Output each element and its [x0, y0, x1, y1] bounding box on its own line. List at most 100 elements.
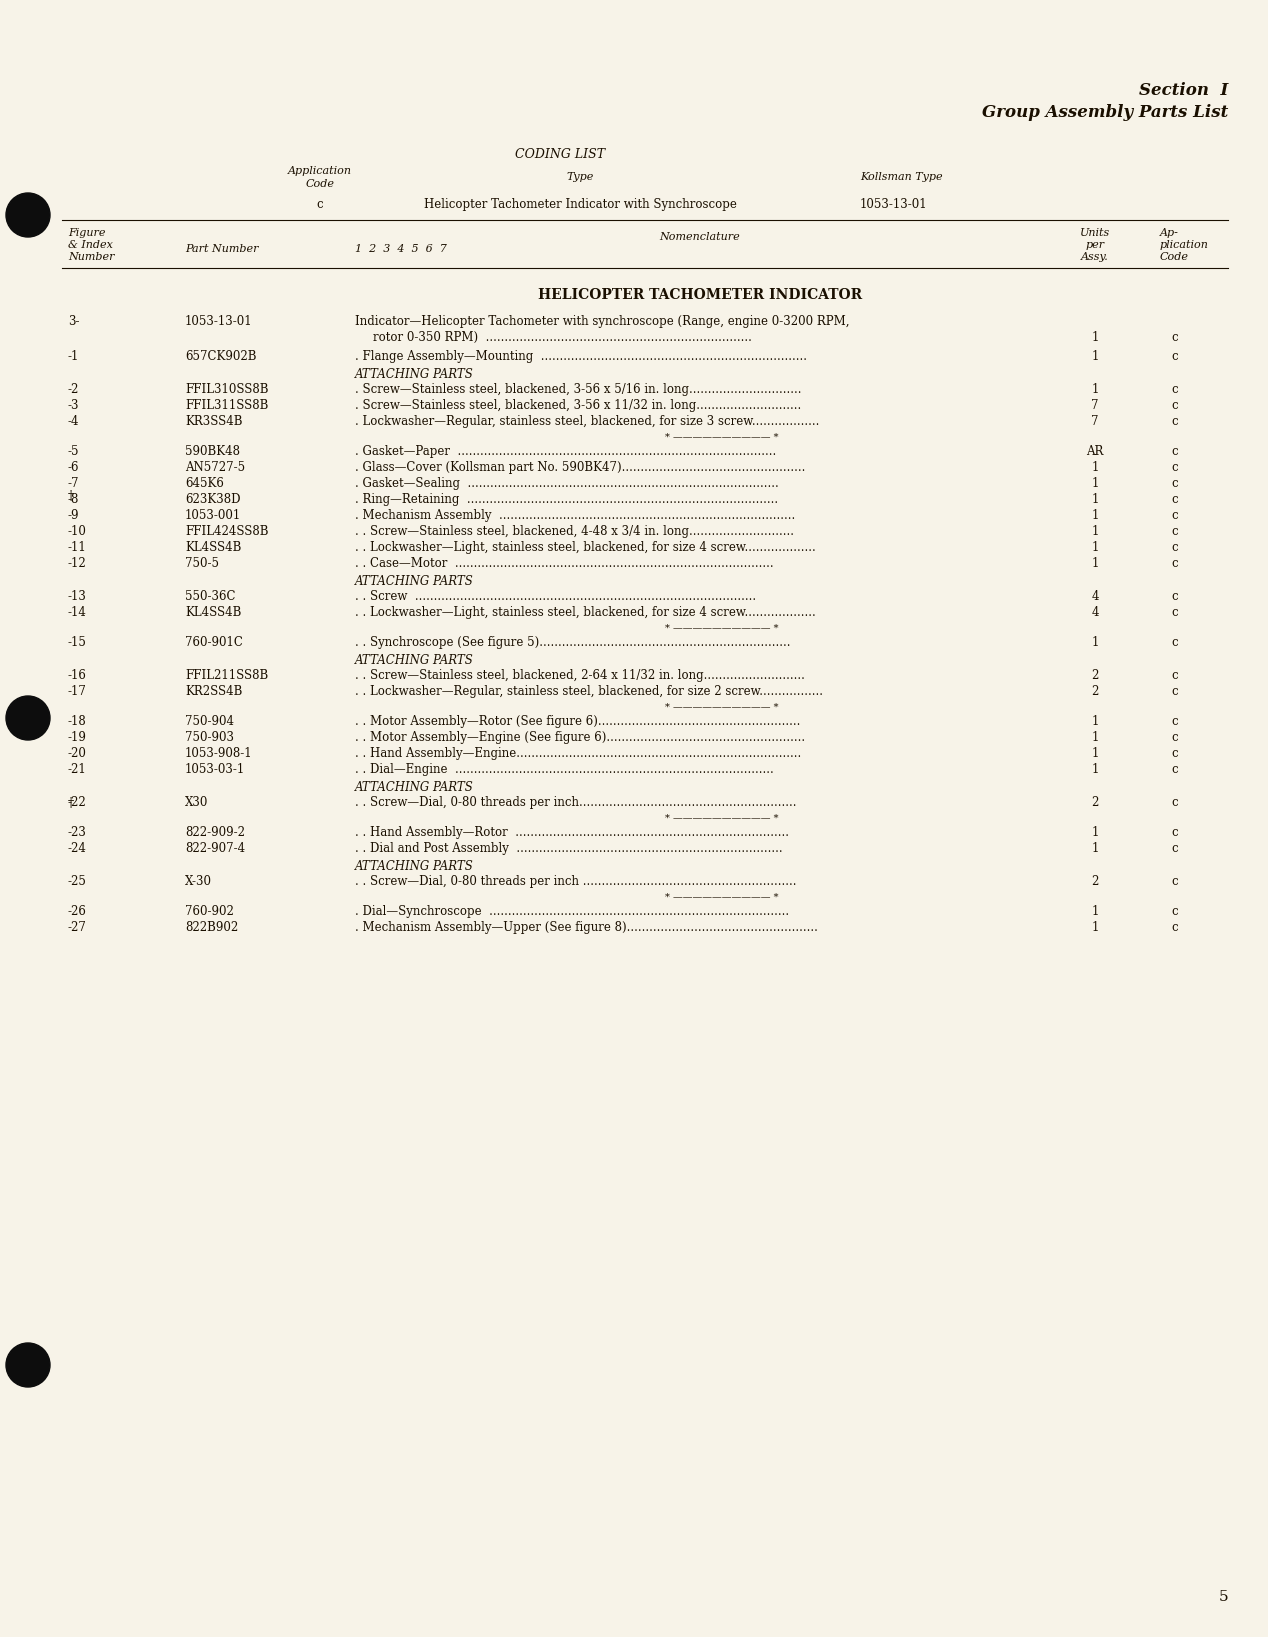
Text: 760-901C: 760-901C	[185, 637, 243, 648]
Text: . . Screw—Dial, 0-80 threads per inch ..........................................: . . Screw—Dial, 0-80 threads per inch ..…	[355, 876, 796, 887]
Text: 822-907-4: 822-907-4	[185, 841, 245, 855]
Text: 1: 1	[1092, 557, 1098, 570]
Text: -23: -23	[68, 827, 87, 840]
Text: . . Lockwasher—Light, stainless steel, blackened, for size 4 screw..............: . . Lockwasher—Light, stainless steel, b…	[355, 606, 815, 619]
Text: 1: 1	[1092, 637, 1098, 648]
Text: c: c	[1172, 746, 1178, 760]
Text: ATTACHING PARTS: ATTACHING PARTS	[355, 575, 474, 588]
Text: c: c	[1172, 876, 1178, 887]
Text: . Gasket—Sealing  ..............................................................: . Gasket—Sealing .......................…	[355, 476, 779, 489]
Text: . . Motor Assembly—Engine (See figure 6)........................................: . . Motor Assembly—Engine (See figure 6)…	[355, 732, 805, 743]
Text: 1: 1	[1092, 841, 1098, 855]
Text: 550-36C: 550-36C	[185, 589, 236, 602]
Text: rotor 0-350 RPM)  ..............................................................: rotor 0-350 RPM) .......................…	[373, 331, 752, 344]
Text: c: c	[1172, 670, 1178, 683]
Text: . . Screw  .....................................................................: . . Screw ..............................…	[355, 589, 756, 602]
Text: . Screw—Stainless steel, blackened, 3-56 x 5/16 in. long........................: . Screw—Stainless steel, blackened, 3-56…	[355, 383, 801, 396]
Text: . . Hand Assembly—Engine........................................................: . . Hand Assembly—Engine................…	[355, 746, 801, 760]
Circle shape	[6, 696, 49, 740]
Text: Kollsman Type: Kollsman Type	[860, 172, 942, 182]
Text: c: c	[1172, 796, 1178, 809]
Text: 750-903: 750-903	[185, 732, 235, 743]
Text: c: c	[1172, 399, 1178, 413]
Text: ATTACHING PARTS: ATTACHING PARTS	[355, 781, 474, 794]
Text: 1053-03-1: 1053-03-1	[185, 763, 245, 776]
Text: c: c	[1172, 732, 1178, 743]
Text: -20: -20	[68, 746, 87, 760]
Text: 750-904: 750-904	[185, 715, 235, 728]
Text: . . Motor Assembly—Rotor (See figure 6).........................................: . . Motor Assembly—Rotor (See figure 6).…	[355, 715, 800, 728]
Text: 1: 1	[1092, 331, 1098, 344]
Text: . Flange Assembly—Mounting  ....................................................: . Flange Assembly—Mounting .............…	[355, 350, 806, 363]
Text: -13: -13	[68, 589, 87, 602]
Text: . . Case—Motor  ................................................................: . . Case—Motor .........................…	[355, 557, 773, 570]
Text: HELICOPTER TACHOMETER INDICATOR: HELICOPTER TACHOMETER INDICATOR	[538, 288, 862, 301]
Circle shape	[6, 193, 49, 237]
Text: Number: Number	[68, 252, 114, 262]
Text: c: c	[1172, 715, 1178, 728]
Text: -4: -4	[68, 416, 80, 427]
Text: †: †	[68, 489, 74, 503]
Text: KR3SS4B: KR3SS4B	[185, 416, 242, 427]
Text: -5: -5	[68, 445, 80, 458]
Text: 2: 2	[1092, 684, 1098, 697]
Text: . . Screw—Dial, 0-80 threads per inch...........................................: . . Screw—Dial, 0-80 threads per inch...…	[355, 796, 796, 809]
Text: 1053-13-01: 1053-13-01	[860, 198, 928, 211]
Text: * —————————— *: * —————————— *	[664, 624, 779, 634]
Text: 1: 1	[1092, 922, 1098, 935]
Text: Assy.: Assy.	[1082, 252, 1110, 262]
Text: -12: -12	[68, 557, 86, 570]
Text: -17: -17	[68, 684, 87, 697]
Text: 750-5: 750-5	[185, 557, 219, 570]
Text: 1: 1	[1092, 905, 1098, 918]
Text: 1053-13-01: 1053-13-01	[185, 314, 252, 327]
Text: -19: -19	[68, 732, 87, 743]
Text: Ap-: Ap-	[1160, 228, 1179, 237]
Text: -27: -27	[68, 922, 87, 935]
Text: Helicopter Tachometer Indicator with Synchroscope: Helicopter Tachometer Indicator with Syn…	[424, 198, 737, 211]
Text: . . Screw—Stainless steel, blackened, 2-64 x 11/32 in. long.....................: . . Screw—Stainless steel, blackened, 2-…	[355, 670, 805, 683]
Text: X30: X30	[185, 796, 208, 809]
Text: 1: 1	[1092, 383, 1098, 396]
Text: -2: -2	[68, 383, 80, 396]
Text: 1  2  3  4  5  6  7: 1 2 3 4 5 6 7	[355, 244, 446, 254]
Text: FFIL424SS8B: FFIL424SS8B	[185, 525, 269, 539]
Text: 822B902: 822B902	[185, 922, 238, 935]
Text: . . Dial—Engine  ...............................................................: . . Dial—Engine ........................…	[355, 763, 773, 776]
Text: Section  I: Section I	[1139, 82, 1227, 98]
Text: 4: 4	[1092, 606, 1099, 619]
Text: 1: 1	[1092, 732, 1098, 743]
Text: -6: -6	[68, 462, 80, 475]
Text: . . Lockwasher—Light, stainless steel, blackened, for size 4 screw..............: . . Lockwasher—Light, stainless steel, b…	[355, 540, 815, 553]
Text: FFIL211SS8B: FFIL211SS8B	[185, 670, 269, 683]
Text: -25: -25	[68, 876, 87, 887]
Text: 1: 1	[1092, 509, 1098, 522]
Text: FFIL310SS8B: FFIL310SS8B	[185, 383, 269, 396]
Text: . Screw—Stainless steel, blackened, 3-56 x 11/32 in. long.......................: . Screw—Stainless steel, blackened, 3-56…	[355, 399, 801, 413]
Circle shape	[6, 1342, 49, 1387]
Text: 4: 4	[1092, 589, 1099, 602]
Text: c: c	[1172, 557, 1178, 570]
Text: c: c	[1172, 589, 1178, 602]
Text: 2: 2	[1092, 876, 1098, 887]
Text: 623K38D: 623K38D	[185, 493, 241, 506]
Text: . Dial—Synchroscope  ...........................................................: . Dial—Synchroscope ....................…	[355, 905, 789, 918]
Text: . Lockwasher—Regular, stainless steel, blackened, for size 3 screw..............: . Lockwasher—Regular, stainless steel, b…	[355, 416, 819, 427]
Text: c: c	[1172, 540, 1178, 553]
Text: ATTACHING PARTS: ATTACHING PARTS	[355, 859, 474, 873]
Text: 1: 1	[1092, 763, 1098, 776]
Text: Figure: Figure	[68, 228, 105, 237]
Text: Group Assembly Parts List: Group Assembly Parts List	[981, 105, 1227, 121]
Text: 1: 1	[1092, 540, 1098, 553]
Text: 1: 1	[1092, 350, 1098, 363]
Text: -15: -15	[68, 637, 87, 648]
Text: KL4SS4B: KL4SS4B	[185, 540, 241, 553]
Text: c: c	[1172, 841, 1178, 855]
Text: 7: 7	[1092, 399, 1099, 413]
Text: * —————————— *: * —————————— *	[664, 434, 779, 442]
Text: -21: -21	[68, 763, 86, 776]
Text: per: per	[1085, 241, 1104, 250]
Text: 1: 1	[1092, 746, 1098, 760]
Text: -11: -11	[68, 540, 86, 553]
Text: . . Lockwasher—Regular, stainless steel, blackened, for size 2 screw............: . . Lockwasher—Regular, stainless steel,…	[355, 684, 823, 697]
